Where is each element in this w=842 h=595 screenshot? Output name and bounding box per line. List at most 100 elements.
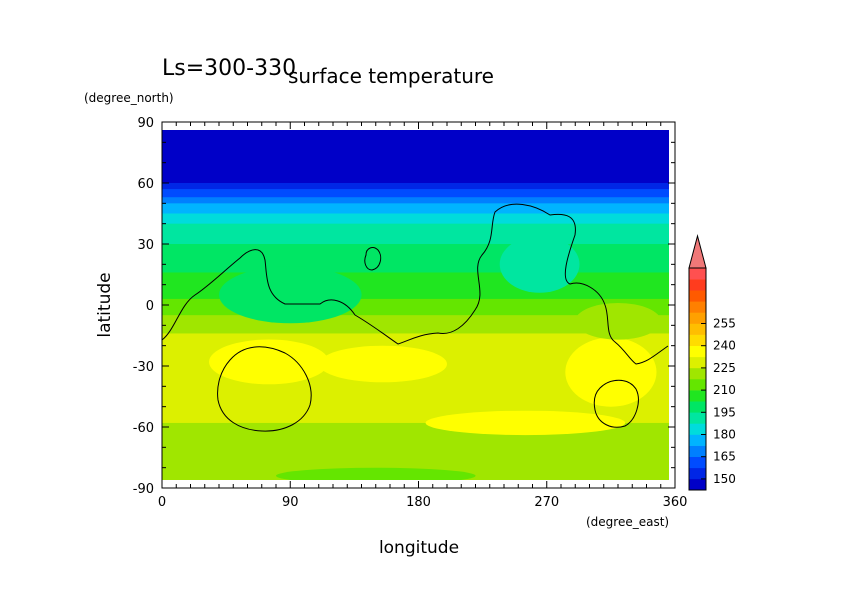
field-band <box>162 284 669 288</box>
colorbar-swatch <box>689 423 706 435</box>
field-band <box>162 479 669 480</box>
x-tick-label: 180 <box>406 495 431 510</box>
field-band <box>162 398 669 402</box>
field-band <box>162 178 669 182</box>
field-band <box>162 414 669 418</box>
colorbar-swatch <box>689 312 706 324</box>
field-band <box>162 455 669 459</box>
field-band <box>162 424 669 428</box>
field-band <box>162 427 669 430</box>
field-band <box>162 390 669 394</box>
field-band <box>162 298 669 302</box>
colorbar-swatch <box>689 379 706 391</box>
field-band <box>162 223 669 227</box>
field-band <box>162 219 669 223</box>
colorbar: 255 240 225 210 195 180 165 150 <box>688 234 736 491</box>
field-band <box>162 388 669 391</box>
field-band <box>162 329 669 333</box>
y-axis-unit: (degree_north) <box>84 91 174 105</box>
field-band <box>162 465 669 469</box>
field-band <box>162 429 669 432</box>
colorbar-swatch <box>689 456 706 469</box>
field-band <box>162 337 669 341</box>
colorbar-swatch <box>689 390 706 402</box>
field-band <box>162 191 669 194</box>
field-band <box>162 140 669 143</box>
field-band <box>162 144 669 147</box>
x-tick-label: 360 <box>663 495 688 510</box>
field-anomaly <box>565 337 657 407</box>
field-band <box>162 193 669 196</box>
field-band <box>162 288 669 292</box>
field-band <box>162 420 669 424</box>
field-band <box>162 176 669 180</box>
field-band <box>162 380 669 383</box>
field-band <box>162 205 669 208</box>
x-tick-label: 0 <box>158 495 166 510</box>
field-band <box>162 199 669 202</box>
field-band <box>162 209 669 213</box>
field-band <box>162 207 669 211</box>
field-band <box>162 323 669 326</box>
contour-line <box>161 203 669 365</box>
field-band <box>162 258 669 261</box>
contour-line <box>593 379 639 428</box>
field-band <box>162 276 669 280</box>
field-band <box>162 235 669 239</box>
field-band <box>162 237 669 241</box>
field-band <box>162 164 669 168</box>
field-band <box>162 290 669 294</box>
field-band <box>162 305 669 308</box>
colorbar-label: 180 <box>713 428 736 442</box>
y-tick-label: 90 <box>137 116 154 131</box>
chart-title: surface temperature <box>288 64 494 88</box>
field-band <box>162 262 669 265</box>
field-band <box>162 406 669 410</box>
field-band <box>162 156 669 160</box>
colorbar-label: 195 <box>713 405 736 419</box>
field-band <box>162 384 669 387</box>
field-band <box>162 254 669 257</box>
field-band <box>162 400 669 404</box>
temperature-field <box>162 126 669 480</box>
field-band <box>162 146 669 150</box>
field-band <box>162 227 669 231</box>
colorbar-swatch <box>689 356 706 369</box>
field-band <box>162 213 669 217</box>
field-band <box>162 158 669 162</box>
colorbar-swatch <box>689 268 706 280</box>
field-band <box>162 229 669 233</box>
colorbar-swatch <box>689 290 706 302</box>
field-band <box>162 410 669 414</box>
field-band <box>162 341 669 345</box>
field-band <box>162 307 669 310</box>
field-anomaly <box>276 467 476 480</box>
field-band <box>162 325 669 328</box>
x-tick-label: 90 <box>282 495 299 510</box>
field-band <box>162 215 669 219</box>
topography-contours <box>161 203 669 432</box>
field-band <box>162 162 669 166</box>
field-band <box>162 313 669 316</box>
contour-line <box>217 346 312 432</box>
field-band <box>162 445 669 448</box>
colorbar-swatch <box>689 345 706 358</box>
field-band <box>162 270 669 274</box>
field-band <box>162 239 669 243</box>
field-band <box>162 126 669 129</box>
field-band <box>162 183 669 186</box>
field-band <box>162 225 669 229</box>
field-band <box>162 302 669 306</box>
field-band <box>162 433 669 436</box>
field-band <box>162 160 669 164</box>
field-band <box>162 386 669 389</box>
colorbar-label: 225 <box>713 361 736 375</box>
field-band <box>162 211 669 215</box>
field-band <box>162 315 669 318</box>
colorbar-swatch <box>689 478 706 491</box>
field-band <box>162 148 669 152</box>
field-band <box>162 311 669 314</box>
field-band <box>162 396 669 400</box>
field-band <box>162 241 669 245</box>
field-band <box>162 168 669 172</box>
